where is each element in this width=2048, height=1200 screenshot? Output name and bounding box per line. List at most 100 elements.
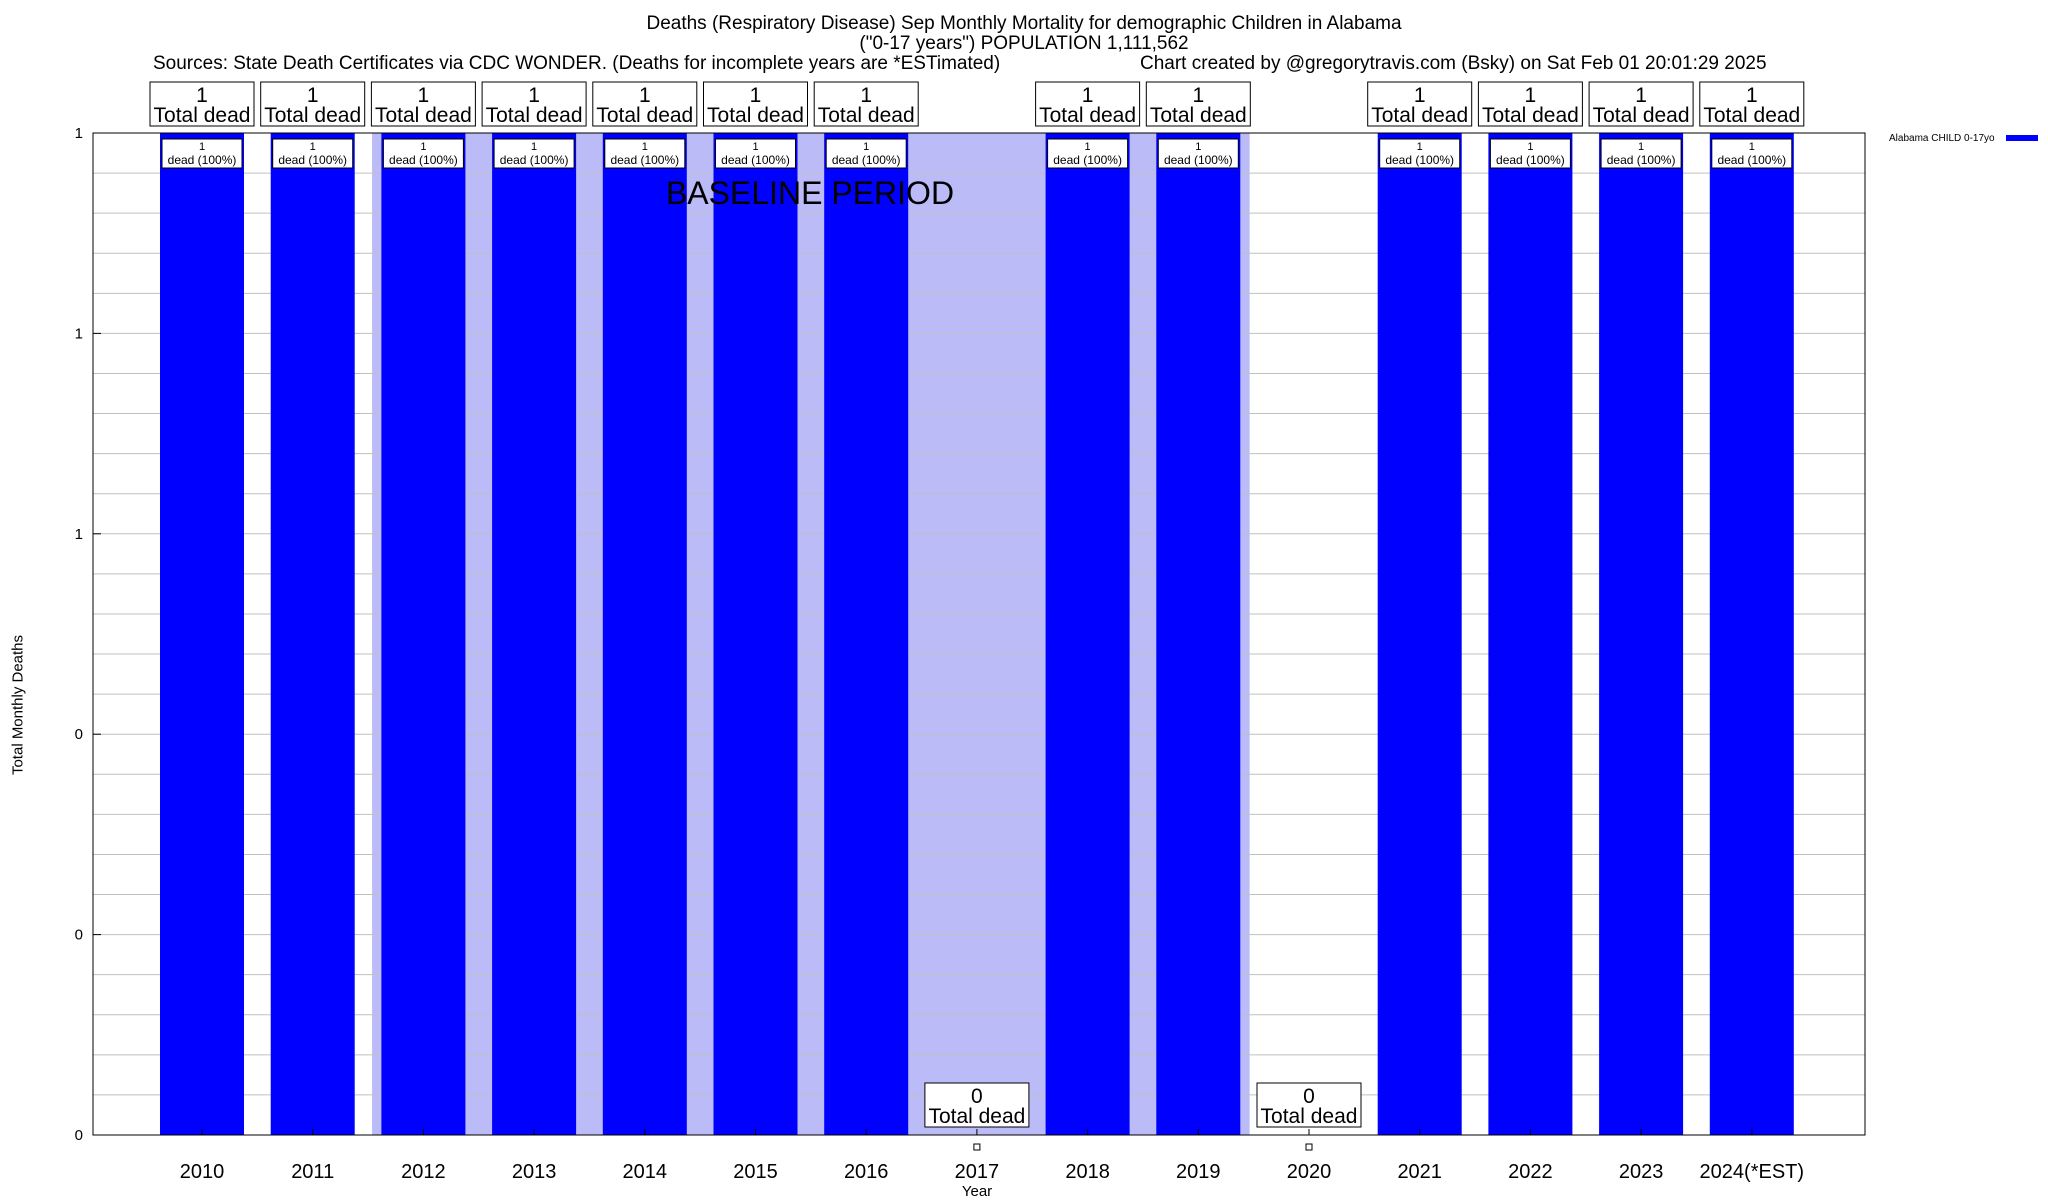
x-tick-label: 2018 (1065, 1161, 1110, 1183)
bar-label-text: dead (100%) (168, 153, 237, 167)
bar-label-box (604, 138, 686, 169)
total-label-text: Total dead (154, 104, 251, 127)
total-label-text: Total dead (928, 1105, 1025, 1128)
total-label-count: 1 (1082, 84, 1094, 107)
bar-2023 (1599, 133, 1684, 1135)
x-tick-label: 2012 (401, 1161, 446, 1183)
total-label-box (703, 81, 808, 127)
x-tick-label: 2014 (623, 1161, 668, 1183)
y-tick-label: 1 (75, 526, 83, 543)
total-label-count: 1 (1414, 84, 1426, 107)
bar-label-text: dead (100%) (389, 153, 458, 167)
total-label-box (370, 81, 476, 127)
bar-2011 (270, 133, 355, 1135)
total-label-box (924, 1082, 1030, 1128)
bar-label-count: 1 (1527, 141, 1533, 153)
total-label-text: Total dead (375, 104, 472, 127)
total-label-count: 0 (1303, 1085, 1315, 1108)
x-tick-label: 2020 (1287, 1161, 1332, 1183)
x-tick-label: 2022 (1508, 1161, 1553, 1183)
legend-label: Alabama CHILD 0-17yo (1889, 133, 1995, 144)
x-tick-label: 2021 (1397, 1161, 1442, 1183)
bar-label-count: 1 (531, 141, 537, 153)
baseline-label: BASELINE PERIOD (666, 175, 954, 211)
bar-label-box (1379, 138, 1461, 169)
total-label-text: Total dead (596, 104, 693, 127)
total-label-box (260, 81, 366, 127)
bar-label-text: dead (100%) (721, 153, 790, 167)
bar-label-box (1600, 138, 1682, 169)
total-label-box (1588, 81, 1694, 127)
bar-2014 (602, 133, 687, 1135)
bar-2024(*EST) (1709, 133, 1794, 1135)
bar-2018 (1045, 133, 1130, 1135)
bar-2021 (1377, 133, 1462, 1135)
bar-label-box (1047, 138, 1129, 169)
x-tick-label: 2013 (512, 1161, 557, 1183)
plot-frame (92, 132, 1866, 1136)
bar-label-box (825, 138, 907, 169)
total-label-text: Total dead (1703, 104, 1800, 127)
bar-label-count: 1 (310, 141, 316, 153)
total-label-box (1256, 1082, 1362, 1128)
chart-title: Deaths (Respiratory Disease) Sep Monthly… (646, 13, 1402, 34)
bar-2012 (381, 133, 466, 1135)
total-label-text: Total dead (1593, 104, 1690, 127)
total-label-count: 0 (971, 1085, 983, 1108)
bar-label-text: dead (100%) (1053, 153, 1122, 167)
total-label-box (1699, 81, 1805, 127)
bar-label-text: dead (100%) (1164, 153, 1233, 167)
x-tick-label: 2010 (180, 1161, 225, 1183)
total-label-count: 1 (196, 84, 208, 107)
total-label-count: 1 (1635, 84, 1647, 107)
bar-label-count: 1 (1749, 141, 1755, 153)
total-label-box (149, 81, 255, 127)
sources-note: Sources: State Death Certificates via CD… (153, 53, 1001, 74)
y-tick-label: 1 (75, 125, 83, 142)
y-tick-label: 0 (75, 927, 83, 944)
bar-label-box (1711, 138, 1793, 169)
bar-label-text: dead (100%) (1385, 153, 1454, 167)
y-tick-label: 0 (75, 726, 83, 743)
bar-label-text: dead (100%) (1717, 153, 1786, 167)
total-label-box (1477, 81, 1583, 127)
bar-label-box (382, 138, 464, 169)
bar-label-box (272, 138, 354, 169)
total-label-count: 1 (307, 84, 319, 107)
total-label-count: 1 (1192, 84, 1204, 107)
bar-2016 (824, 133, 909, 1135)
total-label-count: 1 (528, 84, 540, 107)
x-tick-label: 2019 (1176, 1161, 1221, 1183)
total-label-count: 1 (1525, 84, 1537, 107)
total-label-box (1145, 81, 1251, 127)
bar-label-text: dead (100%) (832, 153, 901, 167)
total-label-text: Total dead (486, 104, 583, 127)
bar-2010 (160, 133, 244, 1135)
bar-label-count: 1 (863, 141, 869, 153)
total-label-text: Total dead (264, 104, 361, 127)
total-label-count: 1 (639, 84, 651, 107)
total-label-count: 1 (1746, 84, 1758, 107)
total-label-count: 1 (750, 84, 762, 107)
bar-label-text: dead (100%) (278, 153, 347, 167)
zero-marker (973, 1143, 981, 1151)
x-tick-label: 2023 (1619, 1161, 1664, 1183)
bar-label-count: 1 (752, 141, 758, 153)
x-tick-label: 2024(*EST) (1700, 1161, 1805, 1183)
total-label-box (813, 81, 919, 127)
